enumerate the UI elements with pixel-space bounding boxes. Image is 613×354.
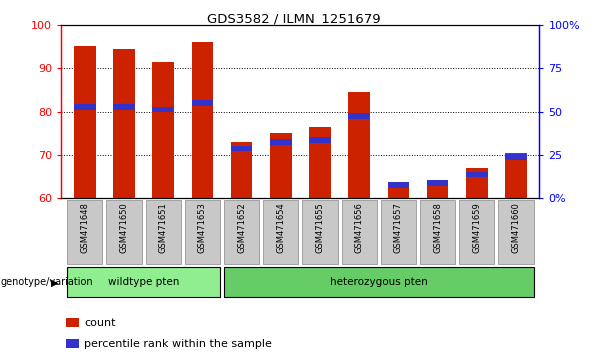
Bar: [67, 200, 102, 264]
Text: heterozygous pten: heterozygous pten: [330, 276, 428, 287]
Text: GSM471657: GSM471657: [394, 202, 403, 253]
Text: GSM471659: GSM471659: [472, 202, 481, 253]
Bar: [505, 153, 527, 198]
Bar: [192, 42, 213, 198]
Text: percentile rank within the sample: percentile rank within the sample: [84, 339, 272, 349]
Text: GSM471658: GSM471658: [433, 202, 442, 253]
Bar: [224, 267, 533, 297]
Bar: [224, 200, 259, 264]
Text: GSM471656: GSM471656: [355, 202, 364, 253]
Bar: [113, 48, 135, 198]
Bar: [341, 200, 377, 264]
Bar: [74, 104, 96, 110]
Text: GSM471652: GSM471652: [237, 202, 246, 253]
Text: GSM471654: GSM471654: [276, 202, 285, 253]
Bar: [498, 200, 533, 264]
Bar: [185, 200, 220, 264]
Bar: [466, 168, 487, 198]
Bar: [67, 267, 220, 297]
Bar: [348, 113, 370, 119]
Bar: [459, 200, 494, 264]
Text: GSM471650: GSM471650: [120, 202, 129, 253]
Bar: [387, 183, 409, 198]
Text: GSM471660: GSM471660: [511, 202, 520, 253]
Text: GSM471655: GSM471655: [316, 202, 324, 253]
Bar: [231, 142, 253, 198]
Bar: [270, 133, 292, 198]
Bar: [302, 200, 338, 264]
Bar: [231, 145, 253, 151]
Bar: [387, 182, 409, 188]
Bar: [66, 338, 80, 348]
Bar: [66, 318, 80, 327]
Bar: [309, 127, 331, 198]
Bar: [420, 200, 455, 264]
Bar: [113, 104, 135, 110]
Bar: [270, 139, 292, 145]
Bar: [348, 92, 370, 198]
Bar: [309, 137, 331, 143]
Bar: [263, 200, 299, 264]
Text: GSM471648: GSM471648: [80, 202, 89, 253]
Bar: [381, 200, 416, 264]
Bar: [145, 200, 181, 264]
Bar: [466, 172, 487, 177]
Text: ▶: ▶: [51, 277, 58, 287]
Text: GSM471653: GSM471653: [198, 202, 207, 253]
Bar: [427, 181, 448, 198]
Bar: [427, 180, 448, 186]
Text: GDS3582 / ILMN_1251679: GDS3582 / ILMN_1251679: [207, 12, 381, 25]
Bar: [74, 46, 96, 198]
Text: GSM471651: GSM471651: [159, 202, 168, 253]
Text: genotype/variation: genotype/variation: [1, 277, 93, 287]
Bar: [153, 107, 174, 112]
Text: wildtype pten: wildtype pten: [108, 276, 179, 287]
Bar: [153, 62, 174, 198]
Text: count: count: [84, 318, 116, 328]
Bar: [107, 200, 142, 264]
Bar: [505, 154, 527, 160]
Bar: [192, 100, 213, 105]
